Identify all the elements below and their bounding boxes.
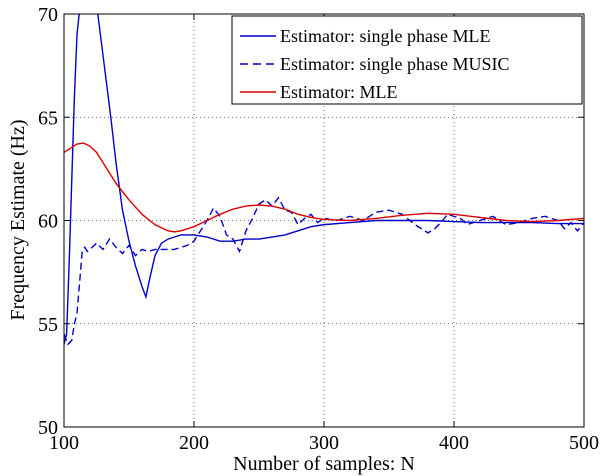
series-mle [64,142,584,233]
x-axis-label: Number of samples: N [233,453,415,475]
x-tick-label: 100 [49,432,79,454]
series-single-phase-mle [64,14,584,345]
series-layer [64,14,584,346]
x-tick-label: 500 [569,432,599,454]
legend: Estimator: single phase MLE Estimator: s… [231,15,583,105]
x-tick-label: 300 [309,432,339,454]
y-tick-label: 70 [38,4,58,26]
y-tick-label: 55 [38,314,58,336]
legend-box [231,15,583,105]
series-single-phase-music [64,196,584,346]
y-tick-label: 60 [38,211,58,233]
y-axis-label: Frequency Estimate (Hz) [7,119,29,320]
legend-label-single-phase-music: Estimator: single phase MUSIC [280,54,509,74]
x-tick-label: 200 [179,432,209,454]
legend-label-mle: Estimator: MLE [280,82,397,102]
y-tick-label: 50 [38,417,58,439]
y-tick-label: 65 [38,107,58,129]
legend-label-single-phase-mle: Estimator: single phase MLE [280,26,490,46]
x-tick-label: 400 [439,432,469,454]
